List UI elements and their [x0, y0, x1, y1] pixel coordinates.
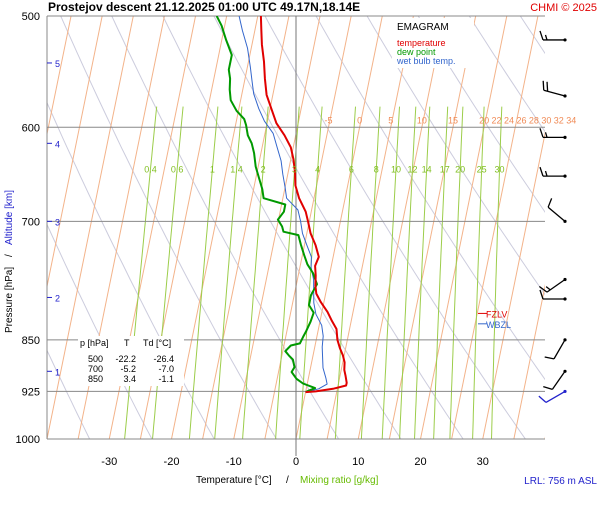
- x-axis-separator: /: [286, 475, 289, 486]
- temperature-tick-label: -30: [101, 456, 117, 468]
- temperature-tick-label: 10: [352, 456, 364, 468]
- temperature-tick-label: 20: [414, 456, 426, 468]
- mixing-ratio-label: 2: [261, 165, 266, 175]
- legend-box: EMAGRAM temperature dew point wet bulb t…: [392, 18, 474, 68]
- wind-barb-flag: [547, 82, 548, 91]
- mixing-ratio-label: 14: [422, 165, 432, 175]
- isotherm-label: 32: [554, 115, 564, 125]
- y-axis-separator: /: [4, 254, 15, 257]
- altitude-tick-label: 3: [55, 217, 60, 227]
- wind-barb-flag: [543, 81, 544, 90]
- pressure-tick-label: 500: [22, 11, 40, 23]
- wind-barb-station-dot: [563, 220, 566, 223]
- x-axis-label-mixing: Mixing ratio [g/kg]: [300, 475, 379, 486]
- mixing-ratio-label: 20: [455, 165, 465, 175]
- table-cell: 500: [88, 354, 103, 364]
- isotherm-label: 5: [388, 115, 393, 125]
- mixing-ratio-label: 12: [407, 165, 417, 175]
- x-axis-label-temperature: Temperature [°C]: [196, 475, 272, 486]
- wind-barb-station-dot: [563, 136, 566, 139]
- table-cell: -7.0: [158, 364, 174, 374]
- table-cell: 700: [88, 364, 103, 374]
- isotherm-label: 34: [566, 115, 576, 125]
- mixing-ratio-label: 30: [495, 165, 505, 175]
- table-cell: -22.2: [115, 354, 136, 364]
- pressure-tick-label: 850: [22, 335, 40, 347]
- isotherm-label: 24: [504, 115, 514, 125]
- mixing-ratio-label: 1: [210, 165, 215, 175]
- table-cell: -1.1: [158, 374, 174, 384]
- mixing-ratio-label: 17: [440, 165, 450, 175]
- temperature-tick-label: -10: [226, 456, 242, 468]
- table-cell: -26.4: [153, 354, 174, 364]
- table-header-td: Td [°C]: [143, 338, 171, 348]
- wind-barb-station-dot: [563, 94, 566, 97]
- x-axis-title: Temperature [°C] / Mixing ratio [g/kg]: [196, 475, 379, 486]
- table-cell: 850: [88, 374, 103, 384]
- isotherm-label: 26: [516, 115, 526, 125]
- wind-barb-station-dot: [563, 370, 566, 373]
- table-header-t: T: [124, 338, 130, 348]
- mixing-ratio-label: 10: [391, 165, 401, 175]
- altitude-tick-label: 1: [55, 367, 60, 377]
- legend-wet-bulb: wet bulb temp.: [396, 56, 456, 66]
- wind-barb-station-dot: [563, 390, 566, 393]
- lrl-label: LRL: 756 m ASL: [524, 476, 597, 487]
- wind-barb-station-dot: [563, 175, 566, 178]
- isotherm-label: 30: [541, 115, 551, 125]
- wind-barb-station-dot: [563, 338, 566, 341]
- altitude-tick-label: 2: [55, 293, 60, 303]
- isotherm-label: 15: [448, 115, 458, 125]
- altitude-tick-label: 4: [55, 139, 60, 149]
- mixing-ratio-label: 1.4: [230, 165, 243, 175]
- credit-label: CHMI © 2025: [530, 2, 597, 14]
- pressure-tick-label: 1000: [16, 434, 40, 446]
- wind-barb-station-dot: [563, 297, 566, 300]
- isotherm-label: -5: [324, 115, 332, 125]
- mixing-ratio-label: 25: [477, 165, 487, 175]
- pressure-tick-label: 700: [22, 216, 40, 228]
- data-table: p [hPa] T Td [°C] 500 -22.2 -26.4 700 -5…: [78, 336, 184, 386]
- mixing-ratio-label: 6: [349, 165, 354, 175]
- y-axis-label-altitude: Altitude [km]: [4, 190, 15, 245]
- table-cell: 3.4: [123, 374, 136, 384]
- isotherm-label: 22: [492, 115, 502, 125]
- legend-title: EMAGRAM: [397, 22, 449, 33]
- temperature-tick-label: -20: [164, 456, 180, 468]
- mixing-ratio-label: 0.6: [171, 165, 184, 175]
- mixing-ratio-label: 4: [315, 165, 320, 175]
- mixing-ratio-label: 3: [292, 165, 297, 175]
- isotherm-label: 0: [357, 115, 362, 125]
- pressure-tick-label: 600: [22, 122, 40, 134]
- altitude-tick-label: 5: [55, 59, 60, 69]
- isotherm-label: 28: [529, 115, 539, 125]
- y-axis-label-pressure: Pressure [hPa]: [4, 267, 15, 333]
- wind-barb-station-dot: [563, 38, 566, 41]
- table-header-p: p [hPa]: [80, 338, 109, 348]
- mixing-ratio-label: 8: [374, 165, 379, 175]
- temperature-tick-label: 0: [293, 456, 299, 468]
- isotherm-label: 20: [479, 115, 489, 125]
- mixing-ratio-label: 0.4: [144, 165, 157, 175]
- pressure-tick-label: 925: [22, 386, 40, 398]
- table-cell: -5.2: [120, 364, 136, 374]
- wind-barb-station-dot: [563, 278, 566, 281]
- temperature-tick-label: 30: [477, 456, 489, 468]
- level-marker-label: FZLV: [486, 309, 507, 319]
- level-marker-label: WBZL: [486, 320, 511, 330]
- isotherm-label: 10: [417, 115, 427, 125]
- chart-title: Prostejov descent 21.12.2025 01:00 UTC 4…: [48, 0, 360, 14]
